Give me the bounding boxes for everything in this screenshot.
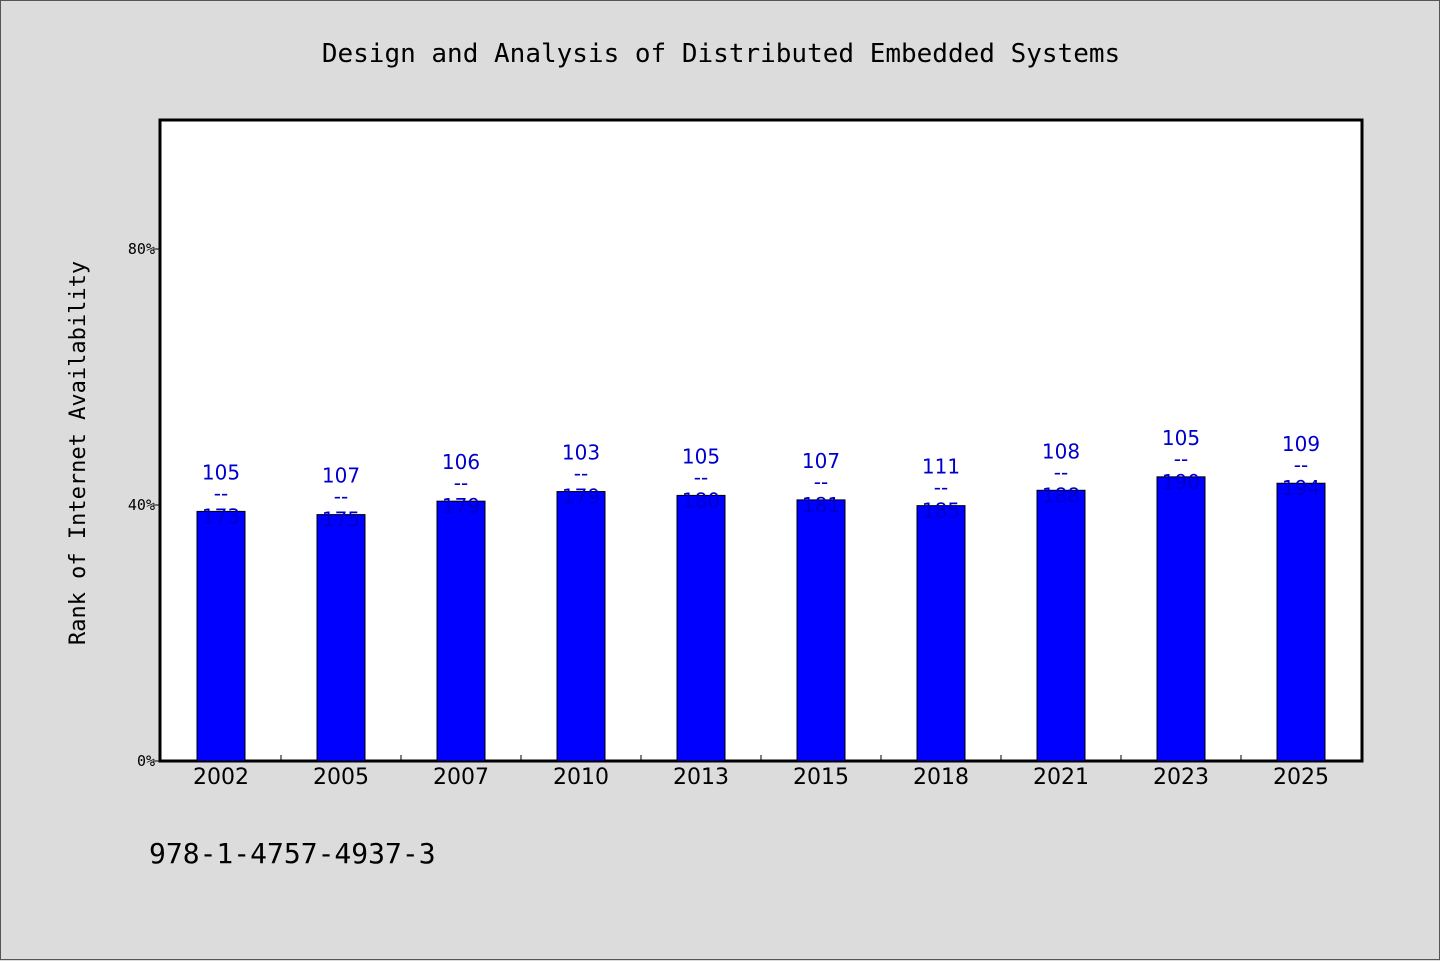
data-label-separator: -- <box>214 481 228 505</box>
x-tick-label: 2013 <box>673 765 729 790</box>
data-label-bottom: 181 <box>802 493 840 517</box>
data-label-separator: -- <box>1054 460 1068 484</box>
x-tick-label: 2018 <box>913 765 969 790</box>
data-label-top: 111 <box>922 455 960 479</box>
data-label-bottom: 179 <box>562 485 600 509</box>
data-label-bottom: 173 <box>202 504 240 528</box>
data-label-top: 109 <box>1282 432 1320 456</box>
x-tick-label: 2002 <box>193 765 249 790</box>
bar-2023 <box>1156 476 1206 762</box>
x-tick-label: 2025 <box>1273 765 1329 790</box>
data-label-bottom: 179 <box>442 494 480 518</box>
bar-2005 <box>316 514 366 762</box>
data-label-separator: -- <box>934 476 948 500</box>
data-label-top: 103 <box>562 441 600 465</box>
bar-2013 <box>676 494 726 762</box>
x-tick-label: 2007 <box>433 765 489 790</box>
x-axis: 2002 2005 2007 2010 2013 2015 2018 2021 2023 2025 <box>193 755 1329 790</box>
x-tick-label: 2005 <box>313 765 369 790</box>
data-label-separator: -- <box>574 462 588 486</box>
x-tick-label: 2015 <box>793 765 849 790</box>
bars-layer <box>196 476 1326 762</box>
x-tick-label: 2010 <box>553 765 609 790</box>
data-labels-layer: 105--173107--175106--179103--179105--180… <box>202 426 1320 532</box>
data-label-bottom: 180 <box>682 488 720 512</box>
bar-2021 <box>1036 489 1086 762</box>
data-label-bottom: 175 <box>322 508 360 532</box>
data-label-top: 105 <box>682 444 720 468</box>
data-label-separator: -- <box>1174 447 1188 471</box>
data-label-separator: -- <box>694 465 708 489</box>
data-label-top: 107 <box>802 449 840 473</box>
chart-title: Design and Analysis of Distributed Embed… <box>322 39 1120 69</box>
data-label-top: 106 <box>442 450 480 474</box>
bar-2018 <box>916 505 966 762</box>
data-label-separator: -- <box>814 470 828 494</box>
data-label-top: 105 <box>1162 426 1200 450</box>
bar-2010 <box>556 491 606 762</box>
bar-2002 <box>196 510 246 762</box>
y-axis: 0% 40% 80% <box>128 240 161 770</box>
data-label-separator: -- <box>334 485 348 509</box>
isbn-text: 978-1-4757-4937-3 <box>149 837 436 870</box>
data-label-separator: -- <box>454 471 468 495</box>
data-label-top: 105 <box>202 460 240 484</box>
y-tick-label: 40% <box>128 496 155 514</box>
y-tick-label: 0% <box>137 752 155 770</box>
x-tick-label: 2023 <box>1153 765 1209 790</box>
data-label-bottom: 194 <box>1282 476 1320 500</box>
x-tick-label: 2021 <box>1033 765 1089 790</box>
data-label-top: 108 <box>1042 439 1080 463</box>
y-tick-label: 80% <box>128 240 155 258</box>
data-label-bottom: 185 <box>922 499 960 523</box>
data-label-separator: -- <box>1294 453 1308 477</box>
data-label-bottom: 190 <box>1162 470 1200 494</box>
data-label-top: 107 <box>322 464 360 488</box>
data-label-bottom: 188 <box>1042 483 1080 507</box>
bar-2015 <box>796 499 846 762</box>
bar-2025 <box>1276 482 1326 762</box>
bar-2007 <box>436 500 486 762</box>
y-axis-label: Rank of Internet Availability <box>66 261 91 645</box>
